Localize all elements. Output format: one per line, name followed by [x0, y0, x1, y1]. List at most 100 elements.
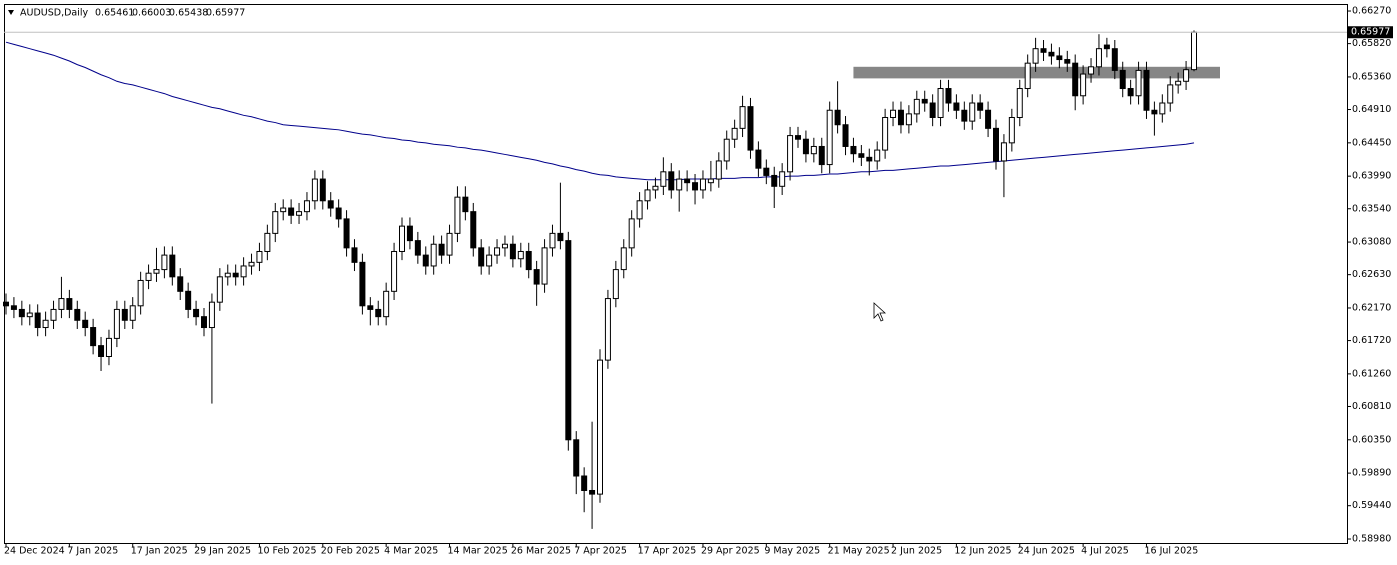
y-tick-label: 0.64910	[1352, 104, 1391, 115]
candle-body	[343, 218, 350, 249]
candle-body	[763, 167, 770, 176]
x-tick-label: 20 Feb 2025	[321, 546, 380, 557]
candle-body	[850, 145, 857, 155]
candle-body	[1183, 69, 1190, 82]
y-tick-label: 0.63990	[1352, 171, 1391, 182]
header-high: 0.66003	[132, 8, 171, 19]
candle-body	[280, 207, 287, 213]
candle-body	[391, 250, 398, 292]
candle-body	[153, 269, 160, 274]
candle-body	[549, 232, 556, 249]
x-tick-label: 2 Jun 2025	[891, 546, 942, 557]
y-tick-label: 0.58980	[1352, 534, 1391, 545]
mouse-cursor	[873, 302, 887, 322]
candle-body	[18, 308, 25, 318]
candle-body	[161, 254, 168, 271]
candle-body	[802, 138, 809, 155]
x-tick-label: 7 Apr 2025	[574, 546, 627, 557]
y-tick-label: 0.59440	[1352, 500, 1391, 511]
candle-body	[105, 337, 112, 358]
candle-body	[1127, 88, 1134, 97]
y-tick-label: 0.61260	[1352, 368, 1391, 379]
candle-body	[993, 127, 999, 162]
candle-body	[1159, 102, 1166, 115]
candle-body	[779, 171, 786, 187]
candle-body	[177, 276, 184, 292]
candle-body	[890, 109, 897, 118]
candle-body	[311, 178, 318, 202]
candle-body	[581, 475, 588, 491]
candle-body	[58, 298, 65, 310]
header-close: 0.65977	[206, 8, 245, 19]
y-tick-label: 0.59890	[1352, 468, 1391, 479]
candle-body	[478, 247, 485, 267]
candle-body	[74, 308, 81, 321]
candle-body	[882, 116, 889, 151]
price-label: 0.65977	[1351, 27, 1390, 38]
candle-body	[842, 124, 849, 147]
x-tick-label: 24 Jun 2025	[1018, 546, 1075, 557]
x-tick-label: 10 Feb 2025	[257, 546, 316, 557]
candle-body	[201, 316, 207, 329]
candle-body	[739, 106, 746, 129]
x-tick-label: 4 Jul 2025	[1081, 546, 1129, 557]
candle-body	[462, 196, 469, 213]
candle-body	[573, 439, 580, 477]
header-low: 0.65438	[169, 8, 208, 19]
candle-body	[715, 160, 722, 180]
candle-body	[1008, 116, 1015, 144]
candle-body	[533, 269, 540, 285]
candle-body	[1048, 51, 1055, 57]
candle-body	[723, 138, 730, 162]
x-tick-label: 29 Jan 2025	[194, 546, 251, 557]
candle-body	[303, 200, 310, 213]
candle-body	[905, 113, 912, 126]
resistance-zone	[853, 66, 1220, 79]
candle-body	[169, 254, 176, 278]
candle-body	[145, 272, 152, 281]
candle-body	[232, 272, 239, 278]
candle-body	[422, 254, 429, 267]
x-tick-label: 24 Dec 2024	[4, 546, 65, 557]
menu-arrow[interactable]	[8, 10, 14, 15]
candle-body	[771, 174, 778, 187]
candle-body	[834, 109, 841, 126]
candle-body	[636, 200, 643, 220]
x-tick-label: 14 Mar 2025	[448, 546, 508, 557]
candle-body	[557, 232, 564, 242]
candle-body	[264, 232, 271, 252]
candle-body	[628, 218, 635, 249]
candle-body	[367, 305, 374, 310]
y-tick-label: 0.63540	[1352, 203, 1391, 214]
candle-body	[1143, 69, 1150, 111]
candle-body	[137, 279, 144, 307]
candle-body	[1167, 84, 1174, 104]
candle-body	[3, 301, 9, 307]
candle-body	[747, 106, 754, 151]
candle-body	[810, 145, 817, 155]
candle-body	[921, 98, 928, 104]
x-tick-label: 12 Jun 2025	[954, 546, 1011, 557]
candle-body	[438, 243, 445, 256]
candle-body	[787, 135, 794, 173]
x-tick-label: 26 Mar 2025	[511, 546, 571, 557]
candle-body	[969, 102, 976, 122]
candle-body	[399, 225, 405, 252]
candle-body	[1088, 66, 1095, 75]
candle-body	[1040, 48, 1047, 53]
candle-body	[248, 261, 255, 267]
price-label-box	[1348, 26, 1393, 39]
y-tick-label: 0.62630	[1352, 269, 1391, 280]
candle-body	[121, 308, 128, 321]
candle-body	[359, 261, 366, 307]
candle-body	[945, 88, 952, 104]
candle-body	[597, 359, 603, 495]
candle-body	[684, 178, 691, 184]
candle-body	[414, 240, 421, 256]
x-tick-label: 9 May 2025	[764, 546, 820, 557]
x-tick-label: 7 Jan 2025	[67, 546, 118, 557]
x-tick-label: 16 Jul 2025	[1144, 546, 1198, 557]
candle-body	[858, 153, 865, 158]
candle-body	[34, 312, 41, 329]
candle-body	[327, 200, 334, 209]
